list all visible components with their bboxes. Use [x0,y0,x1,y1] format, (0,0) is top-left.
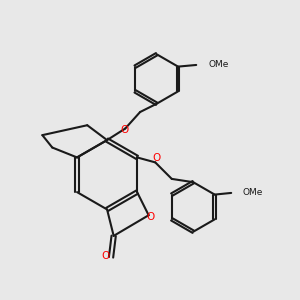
Text: O: O [120,125,129,135]
Text: OMe: OMe [243,188,263,197]
Text: O: O [153,153,161,164]
Text: O: O [146,212,154,222]
Text: O: O [101,251,109,261]
Text: OMe: OMe [209,61,229,70]
